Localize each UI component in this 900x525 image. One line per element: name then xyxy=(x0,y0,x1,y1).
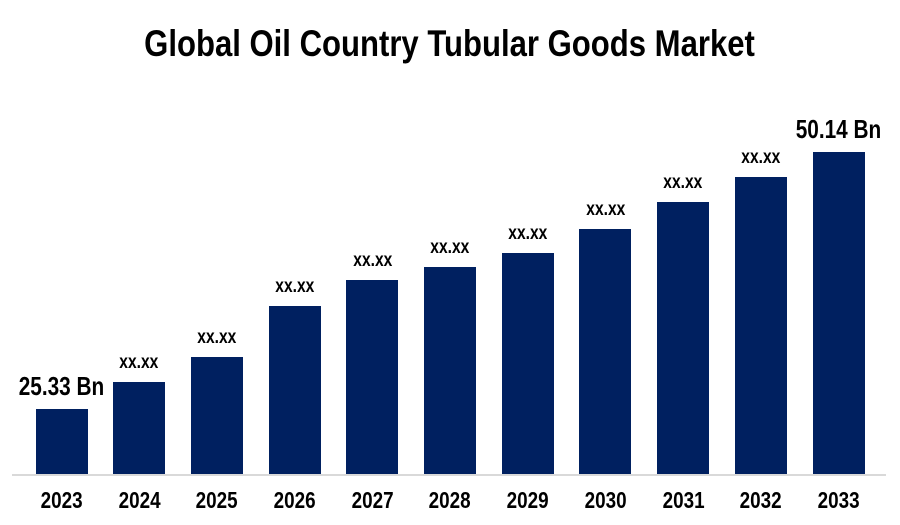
x-axis-line xyxy=(12,474,886,476)
bar-value-label-text: xx.xx xyxy=(430,237,470,258)
x-axis-label-text: 2030 xyxy=(584,487,627,513)
x-axis-label-2029: 2029 xyxy=(483,488,573,512)
bar-value-label-2031: xx.xx xyxy=(608,173,758,192)
x-axis-label-2027: 2027 xyxy=(327,488,417,512)
bar-2025 xyxy=(190,357,243,474)
bar-value-label-2033: 50.14 Bn xyxy=(764,114,900,144)
bar-2029 xyxy=(501,253,554,474)
bar-value-label-2025: xx.xx xyxy=(142,328,292,347)
bar-value-label-2029: xx.xx xyxy=(453,224,603,243)
bar-2033 xyxy=(812,152,865,474)
bar-value-label-2026: xx.xx xyxy=(220,277,370,296)
x-axis-label-2023: 2023 xyxy=(17,488,107,512)
x-axis-label-2024: 2024 xyxy=(94,488,184,512)
bar-value-label-2024: xx.xx xyxy=(64,353,214,372)
x-axis-label-text: 2033 xyxy=(817,487,860,513)
x-axis-label-text: 2029 xyxy=(506,487,549,513)
x-axis-label-text: 2023 xyxy=(40,487,83,513)
bar-value-label-text: xx.xx xyxy=(741,147,781,168)
bar-value-label-2032: xx.xx xyxy=(686,148,836,167)
x-axis-label-2025: 2025 xyxy=(172,488,262,512)
bar-2023 xyxy=(35,409,88,474)
x-axis-label-2028: 2028 xyxy=(405,488,495,512)
bar-value-label-text: xx.xx xyxy=(663,172,703,193)
chart-title: Global Oil Country Tubular Goods Market xyxy=(0,22,900,66)
x-axis-label-text: 2026 xyxy=(273,487,316,513)
x-axis-label-text: 2024 xyxy=(118,487,161,513)
bar-value-label-2030: xx.xx xyxy=(530,200,680,219)
bar-value-label-2028: xx.xx xyxy=(375,238,525,257)
bar-2027 xyxy=(346,280,399,474)
x-axis-label-text: 2032 xyxy=(739,487,782,513)
bar-value-label-text: xx.xx xyxy=(275,276,315,297)
chart-title-text: Global Oil Country Tubular Goods Market xyxy=(144,23,756,64)
x-axis-label-2030: 2030 xyxy=(560,488,650,512)
bar-2026 xyxy=(268,306,321,474)
bar-value-label-text: 25.33 Bn xyxy=(18,371,105,401)
x-axis-label-text: 2031 xyxy=(662,487,705,513)
x-axis-label-2026: 2026 xyxy=(250,488,340,512)
bar-2030 xyxy=(579,229,632,474)
x-axis-label-text: 2027 xyxy=(351,487,394,513)
bar-2024 xyxy=(113,382,166,474)
bar-value-label-text: xx.xx xyxy=(197,327,237,348)
bar-value-label-2027: xx.xx xyxy=(297,251,447,270)
x-axis-label-2033: 2033 xyxy=(794,488,884,512)
x-axis-label-2031: 2031 xyxy=(638,488,728,512)
bar-2028 xyxy=(424,267,476,474)
x-axis-label-text: 2028 xyxy=(429,487,471,513)
bar-value-label-text: xx.xx xyxy=(352,250,392,271)
bar-value-label-text: xx.xx xyxy=(585,199,625,220)
bar-value-label-text: xx.xx xyxy=(119,352,159,373)
bar-2031 xyxy=(657,202,710,474)
x-axis-label-2032: 2032 xyxy=(716,488,806,512)
bar-2032 xyxy=(734,177,787,474)
bar-value-label-text: 50.14 Bn xyxy=(795,114,882,144)
bar-value-label-2023: 25.33 Bn xyxy=(0,371,137,401)
x-axis-label-text: 2025 xyxy=(195,487,238,513)
bar-value-label-text: xx.xx xyxy=(508,223,548,244)
